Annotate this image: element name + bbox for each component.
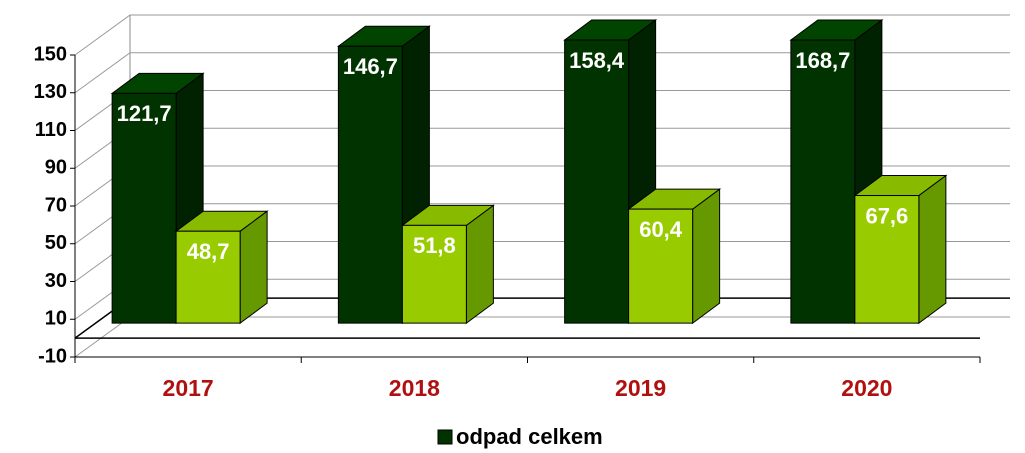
y-tick-label: -10: [38, 345, 67, 367]
x-tick-label: 2017: [163, 375, 214, 401]
bar-side: [918, 174, 947, 325]
data-label: 67,6: [865, 203, 908, 228]
grid-line: [74, 14, 1010, 56]
bar: [401, 224, 467, 324]
y-tick-label: 150: [34, 43, 67, 65]
y-tick-label: 10: [45, 308, 67, 330]
bar: [337, 45, 403, 324]
y-tick-label: 30: [45, 270, 67, 292]
legend-swatch: [437, 429, 453, 445]
y-tick-label: 70: [45, 194, 67, 216]
bar: [854, 195, 920, 324]
y-tick-label: 90: [45, 157, 67, 179]
grid-line: [74, 52, 1010, 94]
bar: [564, 39, 630, 324]
data-label: 51,8: [413, 233, 456, 258]
bar: [111, 92, 177, 324]
bar: [790, 39, 856, 324]
x-tick-label: 2018: [389, 375, 440, 401]
legend-label: odpad celkem: [456, 424, 603, 449]
bar-side: [465, 204, 494, 325]
bar-side: [692, 188, 721, 325]
data-label: 158,4: [569, 48, 625, 73]
y-tick-label: 50: [45, 232, 67, 254]
data-label: 60,4: [639, 217, 683, 242]
bar: [628, 208, 694, 324]
y-tick-label: 110: [35, 119, 67, 141]
data-label: 48,7: [187, 239, 230, 264]
x-tick-label: 2020: [841, 375, 892, 401]
bar: [175, 230, 241, 324]
data-label: 146,7: [343, 54, 398, 79]
data-label: 168,7: [795, 48, 850, 73]
data-label: 121,7: [117, 101, 172, 126]
x-tick-label: 2019: [615, 375, 666, 401]
y-tick-label: 130: [34, 81, 67, 103]
